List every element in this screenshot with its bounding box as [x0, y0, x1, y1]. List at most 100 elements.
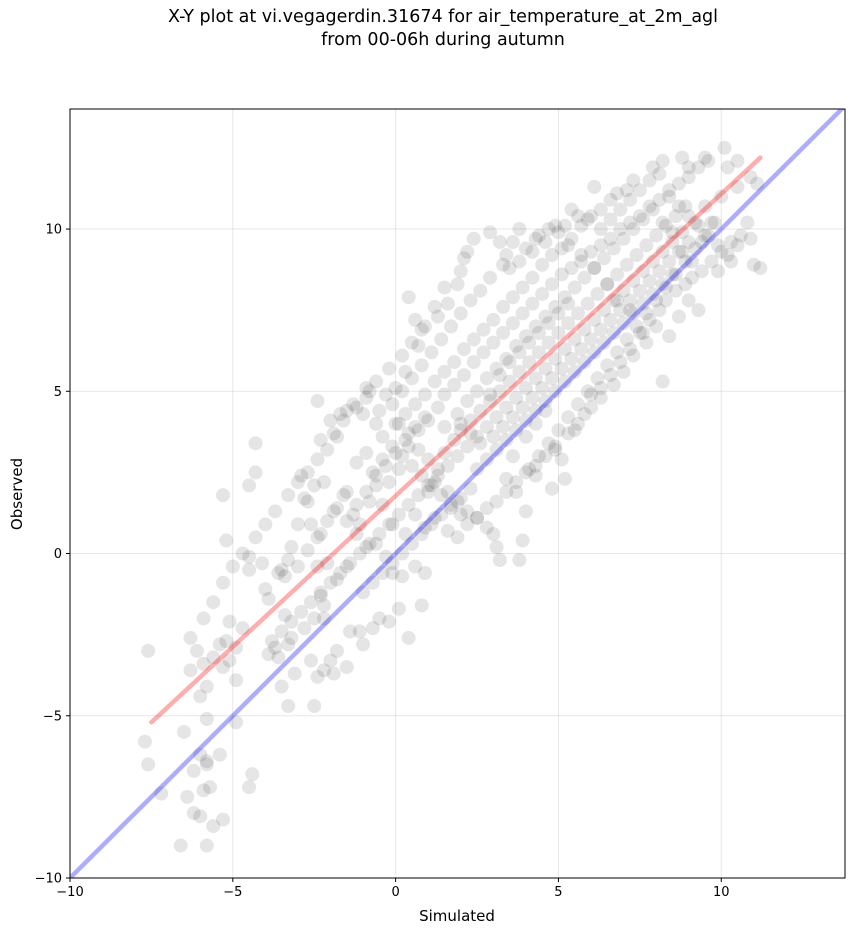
- data-point: [466, 355, 481, 370]
- data-point: [473, 403, 488, 418]
- data-point: [206, 595, 221, 610]
- data-point: [323, 413, 338, 428]
- data-point: [463, 413, 478, 428]
- data-point: [642, 199, 657, 214]
- data-point: [443, 497, 458, 512]
- data-point: [649, 319, 664, 334]
- data-point: [606, 293, 621, 308]
- data-point: [349, 497, 364, 512]
- data-point: [531, 345, 546, 360]
- x-tick-label: 0: [391, 885, 399, 900]
- data-point: [385, 439, 400, 454]
- data-point: [561, 410, 576, 425]
- y-axis-label: Observed: [8, 458, 26, 530]
- data-point: [294, 604, 309, 619]
- data-point: [414, 322, 429, 337]
- data-point: [505, 410, 520, 425]
- data-point: [541, 335, 556, 350]
- data-point: [395, 449, 410, 464]
- data-point: [450, 449, 465, 464]
- data-point: [528, 319, 543, 334]
- data-point: [408, 312, 423, 327]
- data-point: [570, 306, 585, 321]
- data-point: [531, 325, 546, 340]
- data-point: [632, 283, 647, 298]
- data-points: [137, 140, 768, 853]
- data-point: [518, 241, 533, 256]
- data-point: [417, 520, 432, 535]
- data-point: [356, 637, 371, 652]
- data-point: [450, 407, 465, 422]
- data-point: [655, 215, 670, 230]
- data-point: [398, 407, 413, 422]
- data-point: [235, 546, 250, 561]
- data-point: [658, 280, 673, 295]
- data-point: [385, 565, 400, 580]
- data-point: [645, 254, 660, 269]
- data-point: [486, 429, 501, 444]
- data-point: [274, 562, 289, 577]
- data-point: [499, 248, 514, 263]
- data-point: [632, 325, 647, 340]
- data-point: [356, 585, 371, 600]
- data-point: [541, 222, 556, 237]
- data-point: [369, 468, 384, 483]
- data-point: [460, 517, 475, 532]
- data-point: [649, 293, 664, 308]
- data-point: [606, 377, 621, 392]
- data-point: [470, 384, 485, 399]
- data-point: [704, 254, 719, 269]
- data-point: [730, 179, 745, 194]
- data-point: [365, 621, 380, 636]
- data-point: [515, 533, 530, 548]
- data-point: [623, 342, 638, 357]
- data-point: [199, 754, 214, 769]
- data-point: [580, 384, 595, 399]
- data-point: [349, 527, 364, 542]
- data-point: [486, 312, 501, 327]
- data-point: [375, 565, 390, 580]
- data-point: [645, 202, 660, 217]
- data-point: [528, 416, 543, 431]
- data-point: [421, 413, 436, 428]
- data-point: [509, 338, 524, 353]
- data-point: [499, 471, 514, 486]
- data-point: [199, 838, 214, 853]
- data-point: [645, 286, 660, 301]
- data-point: [378, 458, 393, 473]
- data-point: [356, 407, 371, 422]
- data-point: [502, 374, 517, 389]
- data-point: [600, 358, 615, 373]
- data-point: [626, 348, 641, 363]
- data-point: [548, 442, 563, 457]
- data-point: [681, 160, 696, 175]
- data-point: [691, 160, 706, 175]
- data-point: [515, 400, 530, 415]
- data-point: [733, 228, 748, 243]
- data-point: [694, 264, 709, 279]
- data-point: [668, 209, 683, 224]
- data-point: [225, 559, 240, 574]
- data-point: [694, 235, 709, 250]
- data-point: [388, 381, 403, 396]
- data-point: [316, 663, 331, 678]
- data-point: [603, 231, 618, 246]
- data-point: [310, 669, 325, 684]
- data-point: [697, 199, 712, 214]
- data-point: [584, 244, 599, 259]
- data-point: [684, 254, 699, 269]
- data-point: [483, 387, 498, 402]
- data-point: [557, 374, 572, 389]
- data-point: [362, 384, 377, 399]
- x-tick-label: −5: [223, 885, 242, 900]
- data-point: [385, 556, 400, 571]
- data-point: [216, 660, 231, 675]
- data-point: [303, 595, 318, 610]
- data-point: [300, 465, 315, 480]
- data-point: [567, 364, 582, 379]
- data-point: [375, 452, 390, 467]
- data-point: [372, 403, 387, 418]
- data-point: [417, 319, 432, 334]
- data-point: [629, 248, 644, 263]
- data-point: [453, 423, 468, 438]
